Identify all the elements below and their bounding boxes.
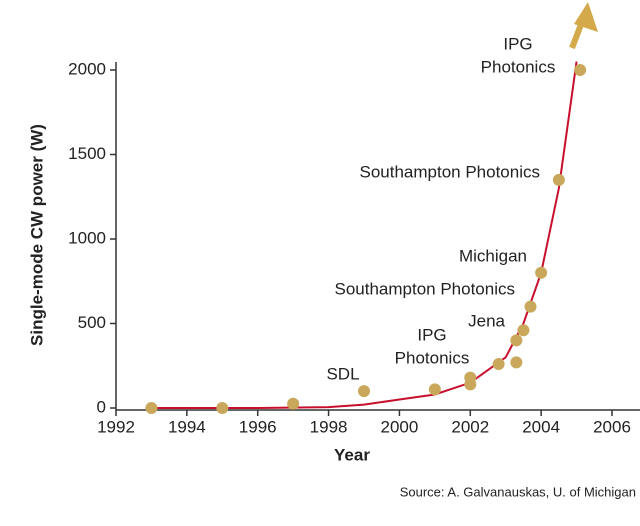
data-point [510, 356, 523, 369]
data-point [464, 378, 477, 391]
x-tick-label: 2004 [522, 417, 560, 436]
data-point [287, 397, 300, 410]
x-tick-label: 1994 [168, 417, 206, 436]
data-point [358, 385, 370, 398]
y-tick-label: 500 [78, 313, 106, 332]
x-tick-label: 1998 [310, 417, 348, 436]
data-point [535, 266, 548, 279]
x-tick-label: 2006 [593, 417, 631, 436]
y-axis-label: Single-mode CW power (W) [27, 124, 46, 346]
data-point [524, 300, 537, 313]
y-tick-label: 2000 [68, 59, 106, 78]
annotation: Photonics [395, 348, 470, 367]
x-axis-label: Year [334, 445, 370, 464]
y-tick-label: 0 [97, 397, 106, 416]
annotation: Southampton Photonics [334, 279, 515, 298]
annotation: IPG [417, 325, 446, 344]
y-tick-label: 1000 [68, 228, 106, 247]
data-point [552, 173, 565, 186]
x-tick-label: 2000 [381, 417, 419, 436]
annotation: IPG [503, 34, 532, 53]
trend-line [151, 61, 578, 409]
data-point [510, 334, 523, 347]
source: Source: A. Galvanauskas, U. of Michigan [400, 484, 636, 499]
x-tick-label: 1992 [97, 417, 135, 436]
data-point [428, 383, 441, 396]
annotation: Photonics [481, 57, 556, 76]
data-point [492, 358, 505, 371]
x-tick-label: 1996 [239, 417, 277, 436]
data-point [574, 64, 587, 76]
data-point [145, 402, 158, 414]
x-tick-label: 2002 [451, 417, 489, 436]
annotation: SDL [326, 364, 359, 383]
data-point [216, 402, 229, 414]
annotation: Michigan [459, 246, 527, 265]
y-tick-label: 1500 [68, 144, 106, 163]
annotation: Southampton Photonics [359, 162, 540, 181]
data-point [517, 324, 530, 337]
arrow-head [574, 2, 598, 32]
annotation: Jena [468, 311, 505, 330]
